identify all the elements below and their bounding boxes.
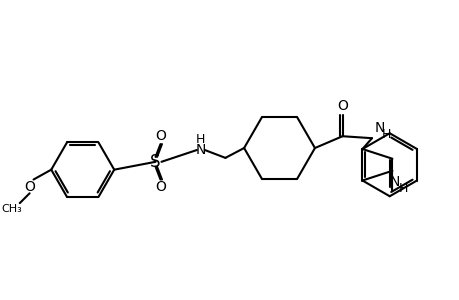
Text: S: S [150, 153, 161, 171]
Text: N: N [195, 143, 206, 157]
Text: O: O [155, 180, 166, 194]
Text: N: N [388, 175, 399, 189]
Text: O: O [24, 180, 35, 194]
Text: H: H [397, 182, 407, 195]
Text: H: H [196, 133, 205, 146]
Text: O: O [155, 129, 166, 143]
Text: N: N [374, 122, 384, 135]
Text: O: O [336, 99, 347, 113]
Text: CH₃: CH₃ [1, 204, 22, 214]
Text: H: H [381, 128, 391, 141]
